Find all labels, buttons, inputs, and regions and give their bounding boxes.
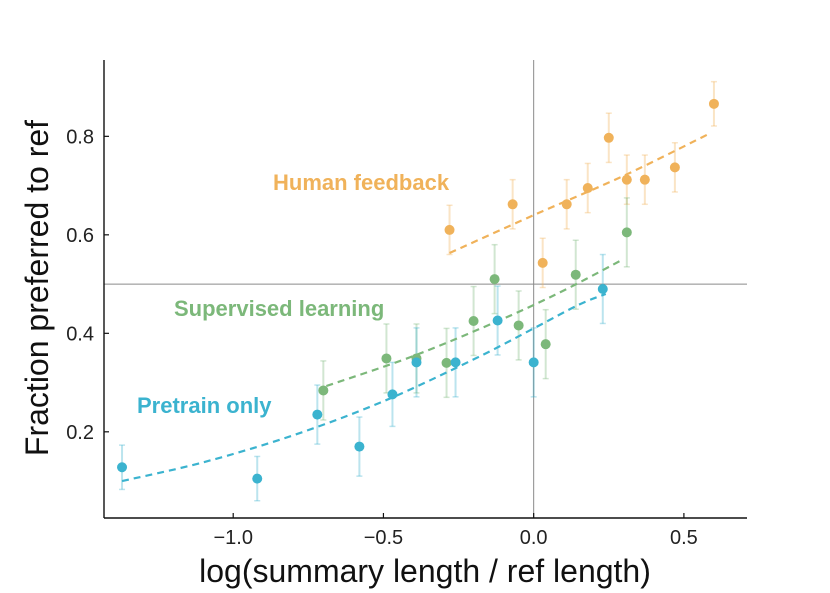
- data-point: [117, 462, 128, 473]
- x-tick-label: 0.5: [670, 527, 698, 549]
- y-tick-label: 0.8: [66, 126, 94, 148]
- data-point: [312, 409, 323, 420]
- data-point: [387, 389, 398, 400]
- data-point: [513, 320, 524, 331]
- data-point: [441, 357, 452, 368]
- x-axis-label: log(summary length / ref length): [199, 553, 651, 589]
- series-label: Pretrain only: [137, 393, 272, 418]
- series-label: Supervised learning: [174, 296, 384, 321]
- data-point: [597, 284, 608, 294]
- series-label: Human feedback: [273, 170, 450, 195]
- data-point: [492, 315, 503, 326]
- reference-lines: [104, 60, 747, 518]
- data-point: [669, 162, 680, 173]
- data-point: [252, 473, 263, 484]
- data-point: [621, 227, 632, 238]
- data-point: [354, 441, 365, 452]
- fit-line: [449, 133, 709, 255]
- data-point: [318, 385, 329, 396]
- data-point: [381, 353, 392, 364]
- data-point: [561, 199, 572, 210]
- data-point: [639, 174, 650, 185]
- y-tick-label: 0.4: [66, 323, 94, 345]
- x-tick-label: 0.0: [520, 527, 548, 549]
- data-point: [444, 224, 455, 235]
- fit-lines: [121, 133, 709, 483]
- data-point: [603, 132, 614, 143]
- data-point: [537, 257, 548, 268]
- data-point: [468, 316, 479, 327]
- y-tick-label: 0.2: [66, 422, 94, 444]
- data-point: [450, 357, 461, 368]
- data-point: [540, 339, 551, 350]
- data-point: [570, 269, 581, 280]
- x-tick-label: −1.0: [213, 527, 252, 549]
- data-point: [708, 98, 719, 109]
- y-axis-label: Fraction preferred to ref: [19, 120, 55, 456]
- axes: [103, 60, 747, 519]
- data-point: [528, 357, 539, 368]
- data-point: [507, 199, 518, 210]
- fit-line: [121, 292, 607, 483]
- data-points: [117, 98, 719, 484]
- data-point: [411, 357, 422, 368]
- series-labels: Human feedback Supervised learning Pretrai…: [137, 170, 450, 418]
- y-tick-label: 0.6: [66, 225, 94, 247]
- data-point: [489, 274, 500, 285]
- error-bars: [119, 80, 717, 502]
- data-point: [621, 174, 632, 185]
- x-tick-label: −0.5: [364, 527, 403, 549]
- tick-labels: −1.0 −0.5 0.0 0.5 0.2 0.4 0.6 0.8: [66, 126, 698, 549]
- data-point: [582, 183, 593, 194]
